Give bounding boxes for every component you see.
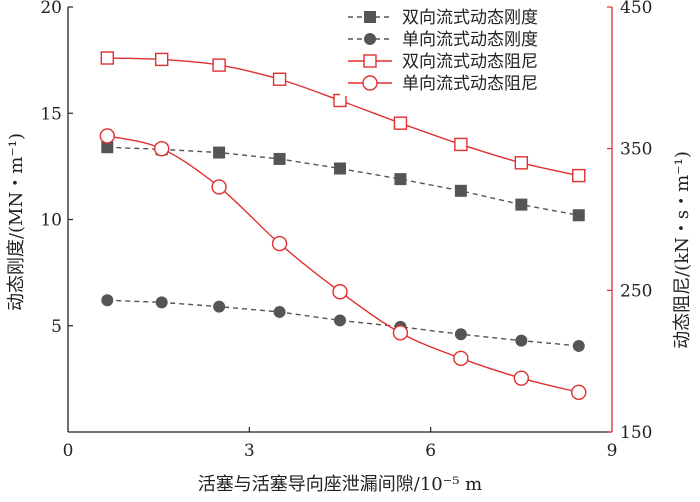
series-1 <box>101 141 585 222</box>
y-left-tick-label: 20 <box>40 0 62 18</box>
data-point <box>392 325 409 341</box>
data-point <box>273 305 286 318</box>
legend-label: 单向流式动态刚度 <box>402 30 538 50</box>
legend-item: 双向流式动态阻尼 <box>348 52 538 72</box>
legend-label: 双向流式动态阻尼 <box>402 52 538 72</box>
x-tick-label: 9 <box>607 441 618 461</box>
series-4 <box>99 128 587 401</box>
data-point <box>211 179 227 195</box>
data-point <box>394 173 407 186</box>
data-point <box>272 72 287 86</box>
series-3 <box>100 51 586 183</box>
legend-marker <box>363 54 377 68</box>
data-point <box>514 156 529 170</box>
data-point <box>454 137 468 152</box>
legend-item: 单向流式动态阻尼 <box>348 74 538 94</box>
y-left-ticks: 5 10 15 20 <box>40 0 73 337</box>
data-point <box>154 52 169 67</box>
data-point <box>213 300 226 313</box>
y-left-tick-label: 15 <box>40 104 62 124</box>
y-right-ticks: 150 250 350 450 <box>607 0 652 443</box>
data-point <box>101 294 114 307</box>
y-left-axis-label: 动态刚度/(MN・m⁻¹) <box>6 133 27 311</box>
series-line <box>107 146 579 216</box>
legend-item: 单向流式动态刚度 <box>348 30 538 50</box>
y-right-tick-label: 350 <box>620 140 652 160</box>
data-point <box>100 51 114 65</box>
data-point <box>333 93 347 108</box>
data-point <box>332 284 348 300</box>
x-tick-label: 6 <box>425 441 436 461</box>
x-tick-label: 0 <box>63 441 74 461</box>
data-point <box>571 384 587 401</box>
y-left-tick-label: 10 <box>40 211 62 231</box>
series-layer <box>99 51 587 401</box>
data-point <box>513 370 530 386</box>
data-point <box>155 296 168 309</box>
legend-label: 双向流式动态刚度 <box>402 8 538 28</box>
data-point <box>213 146 226 159</box>
y-right-tick-label: 150 <box>620 423 652 443</box>
x-ticks: 0 3 6 9 <box>63 427 618 461</box>
legend-item: 双向流式动态刚度 <box>348 8 538 28</box>
data-point <box>271 235 288 252</box>
legend-background <box>340 4 604 96</box>
legend-marker <box>364 33 376 45</box>
x-tick-label: 3 <box>244 441 255 461</box>
data-point <box>393 116 408 130</box>
data-point <box>334 162 346 175</box>
data-point <box>454 184 467 197</box>
data-point <box>572 339 585 352</box>
data-point <box>515 198 528 211</box>
data-point <box>572 168 586 183</box>
data-point <box>572 209 585 222</box>
data-point <box>99 128 115 144</box>
data-point <box>334 314 346 327</box>
data-point <box>453 350 469 367</box>
legend-marker <box>364 11 376 23</box>
series-line <box>107 299 579 347</box>
y-right-axis-label: 动态阻尼/(kN・s・m⁻¹) <box>672 151 693 349</box>
series-2 <box>101 294 585 352</box>
data-point <box>153 140 170 157</box>
legend-label: 单向流式动态阻尼 <box>402 74 538 94</box>
y-left-tick-label: 5 <box>51 317 62 337</box>
data-point <box>454 328 467 341</box>
x-axis-label: 活塞与活塞导向座泄漏间隙/10⁻⁵ m <box>198 474 482 495</box>
y-right-tick-label: 250 <box>620 281 652 301</box>
data-point <box>515 334 528 347</box>
data-point <box>212 58 226 72</box>
data-point <box>273 152 286 165</box>
data-point <box>101 141 114 154</box>
y-right-tick-label: 450 <box>620 0 652 18</box>
legend-marker <box>362 75 378 91</box>
